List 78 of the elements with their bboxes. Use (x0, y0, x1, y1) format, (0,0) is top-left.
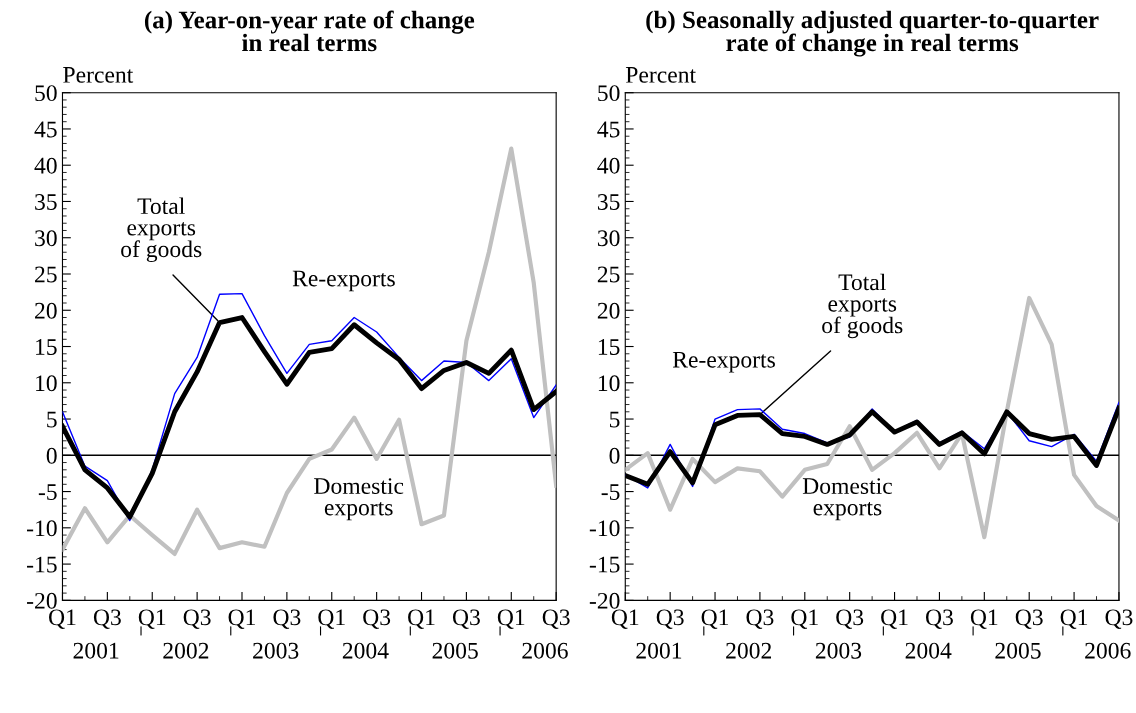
x-tick-label: Q1 (791, 609, 818, 629)
x-tick-label: Q3 (542, 609, 570, 629)
x-tick-label: Q1 (318, 609, 345, 629)
x-tick-label: Q3 (452, 609, 480, 629)
series-label: Re-exports (672, 351, 775, 373)
y-tick-label: 20 (597, 302, 620, 319)
text: 2005 (995, 642, 1041, 659)
text: Total exports of goods (121, 197, 202, 263)
text: 2004 (905, 642, 952, 659)
x-tick-label: Q1 (881, 609, 908, 629)
series-label: Domestic exports (802, 478, 892, 521)
y-tick-label: 20 (35, 302, 57, 319)
y-tick-label: 0 (609, 447, 620, 464)
y-tick-label: 5 (47, 411, 57, 428)
text: 2006 (1085, 642, 1131, 659)
y-axis-title: Percent (625, 67, 696, 83)
y-tick-label: 10 (36, 375, 57, 392)
y-axis-title: Percent (63, 67, 134, 83)
x-tick-label: Q1 (611, 609, 639, 629)
y-tick-label: -5 (38, 484, 57, 500)
line-series (62, 146, 557, 557)
y-tick-label: 25 (597, 266, 620, 283)
x-tick-label: Q1 (701, 609, 729, 629)
x-tick-label: Q3 (656, 609, 684, 629)
y-tick-label: -20 (27, 592, 57, 609)
y-tick-label: 30 (597, 230, 620, 247)
y-tick-label: 40 (597, 157, 620, 174)
y-tick-label: 10 (598, 375, 620, 392)
y-tick-label: -10 (589, 520, 620, 537)
x-tick-label: Q1 (497, 609, 525, 629)
y-tick-label: 35 (597, 194, 620, 210)
y-tick-label: 50 (35, 85, 57, 102)
series-label: Re-exports (292, 270, 395, 292)
y-tick-label: -20 (589, 592, 620, 609)
y-tick-label: 5 (609, 411, 620, 428)
y-tick-label: 40 (34, 157, 57, 174)
text: 2006 (522, 642, 568, 659)
y-tick-label: 30 (35, 230, 57, 247)
y-tick-label: 35 (35, 194, 57, 210)
x-tick-label: Q1 (408, 609, 435, 629)
y-tick-label: -10 (27, 520, 57, 537)
chart-title: (a) Year-on-year rate of change in real terms (144, 10, 475, 52)
text: 2002 (163, 642, 209, 659)
y-tick-label: 45 (597, 121, 620, 138)
text: Total exports of goods (822, 273, 903, 339)
x-tick-label: Q1 (970, 609, 998, 629)
y-tick-label: 15 (36, 339, 57, 355)
text: 2002 (726, 642, 772, 659)
y-tick-label: -15 (589, 556, 620, 573)
y-tick-label: -5 (601, 484, 620, 500)
x-tick-label: Q3 (183, 609, 211, 629)
line-series (625, 295, 1119, 540)
x-tick-label: Q1 (228, 609, 256, 629)
series-label: Domestic exports (314, 478, 404, 521)
text: 2001 (636, 642, 682, 659)
x-tick-label: Q3 (746, 609, 774, 629)
x-tick-label: Q3 (93, 609, 121, 629)
x-tick-label: Q3 (1105, 609, 1133, 629)
x-tick-label: Q3 (836, 609, 864, 629)
x-tick-label: Q1 (138, 609, 166, 629)
text: 2001 (73, 642, 119, 659)
y-tick-label: 45 (34, 121, 57, 138)
chart-title: (b) Seasonally adjusted quarter-to-quarter rate of change in real terms (646, 10, 1099, 57)
y-tick-label: -15 (27, 556, 57, 573)
y-tick-label: 50 (598, 85, 620, 102)
x-tick-label: Q3 (273, 609, 301, 629)
x-tick-label: Q3 (1015, 609, 1043, 629)
x-tick-label: Q1 (1060, 609, 1088, 629)
x-tick-label: Q3 (363, 609, 391, 629)
x-tick-label: Q3 (925, 609, 953, 629)
x-tick-label: Q1 (49, 609, 76, 629)
text: 2003 (815, 642, 862, 659)
y-tick-label: 0 (46, 447, 57, 464)
y-tick-label: 25 (35, 266, 57, 283)
text: 2004 (342, 642, 389, 659)
y-tick-label: 15 (598, 339, 620, 355)
text: 2005 (432, 642, 478, 659)
text: 2003 (253, 642, 299, 659)
